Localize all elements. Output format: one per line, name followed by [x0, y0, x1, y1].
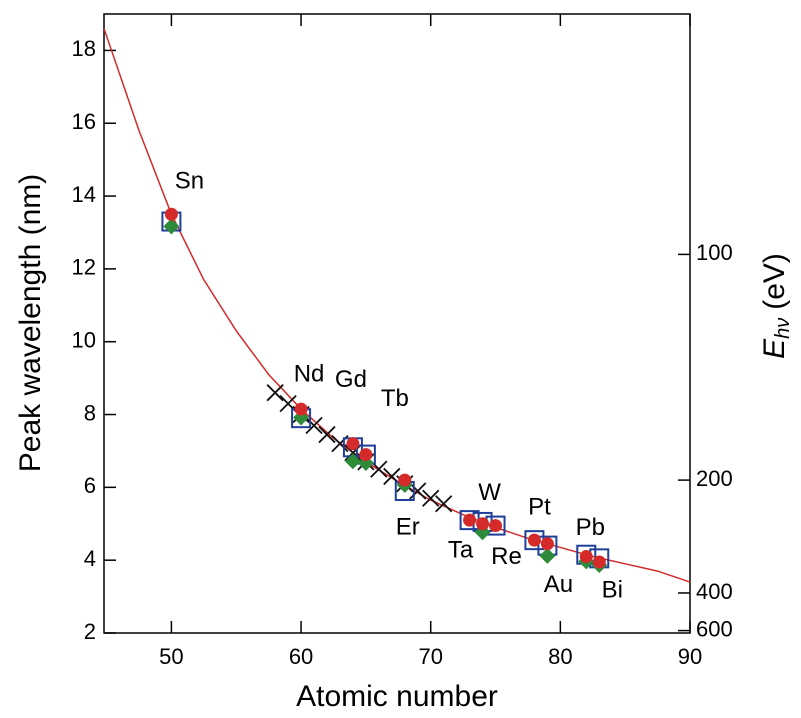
x-tick-label: 60	[289, 644, 313, 669]
diamond-marker	[539, 547, 556, 564]
diamond-marker	[163, 218, 180, 235]
point-label: Ta	[448, 536, 474, 563]
circle-marker	[592, 555, 606, 569]
point-label: Nd	[294, 360, 325, 387]
y-tick-label: 10	[72, 328, 96, 353]
circle-marker	[489, 519, 503, 533]
y2-tick-label: 100	[696, 240, 733, 265]
cross-marker	[422, 489, 440, 507]
point-label: Pb	[576, 514, 605, 541]
circle-marker	[294, 402, 308, 416]
circle-marker	[164, 207, 178, 221]
point-label: Re	[491, 543, 522, 570]
circle-marker	[540, 537, 554, 551]
x-tick-label: 50	[159, 644, 183, 669]
circle-marker	[527, 533, 541, 547]
y2-label-symbol: E	[758, 338, 791, 359]
y2-label-unit: (eV)	[758, 253, 791, 310]
y2-label-sub: hν	[772, 318, 794, 339]
cross-marker	[266, 384, 284, 402]
y-tick-label: 16	[72, 109, 96, 134]
point-label: Gd	[335, 366, 367, 393]
y2-tick-label: 200	[696, 466, 733, 491]
y2-tick-label: 400	[696, 579, 733, 604]
cross-marker	[435, 495, 453, 513]
point-label: Au	[544, 571, 573, 598]
circle-marker	[359, 448, 373, 462]
plot-frame	[103, 13, 691, 634]
diamond-marker	[344, 453, 361, 470]
point-label: Tb	[381, 385, 409, 412]
cross-marker	[409, 482, 427, 500]
x-tick-label: 80	[548, 644, 572, 669]
y-tick-label: 18	[72, 36, 96, 61]
cross-marker	[318, 425, 336, 444]
point-label: Sn	[175, 168, 204, 195]
x-axis-label: Atomic number	[296, 680, 498, 713]
point-label: Pt	[528, 493, 551, 520]
y-tick-label: 2	[84, 619, 96, 644]
y-axis-label: Peak wavelength (nm)	[14, 174, 47, 472]
y2-tick-label: 600	[696, 616, 733, 641]
y-tick-label: 6	[84, 473, 96, 498]
x-tick-label: 90	[678, 644, 702, 669]
y-tick-label: 8	[84, 400, 96, 425]
y2-axis-label: Ehν (eV)	[758, 253, 794, 359]
y-tick-label: 14	[72, 182, 96, 207]
cross-marker	[305, 416, 323, 435]
cross-marker	[344, 444, 362, 462]
point-label: W	[478, 479, 501, 506]
circle-marker	[476, 517, 490, 531]
point-label: Bi	[602, 576, 623, 603]
y-tick-label: 4	[84, 546, 96, 571]
point-label: Er	[396, 513, 420, 540]
circle-marker	[463, 513, 477, 527]
y-tick-label: 12	[72, 255, 96, 280]
circle-marker	[346, 437, 360, 451]
circle-marker	[398, 473, 412, 487]
circle-marker	[579, 550, 593, 564]
x-tick-label: 70	[418, 644, 442, 669]
